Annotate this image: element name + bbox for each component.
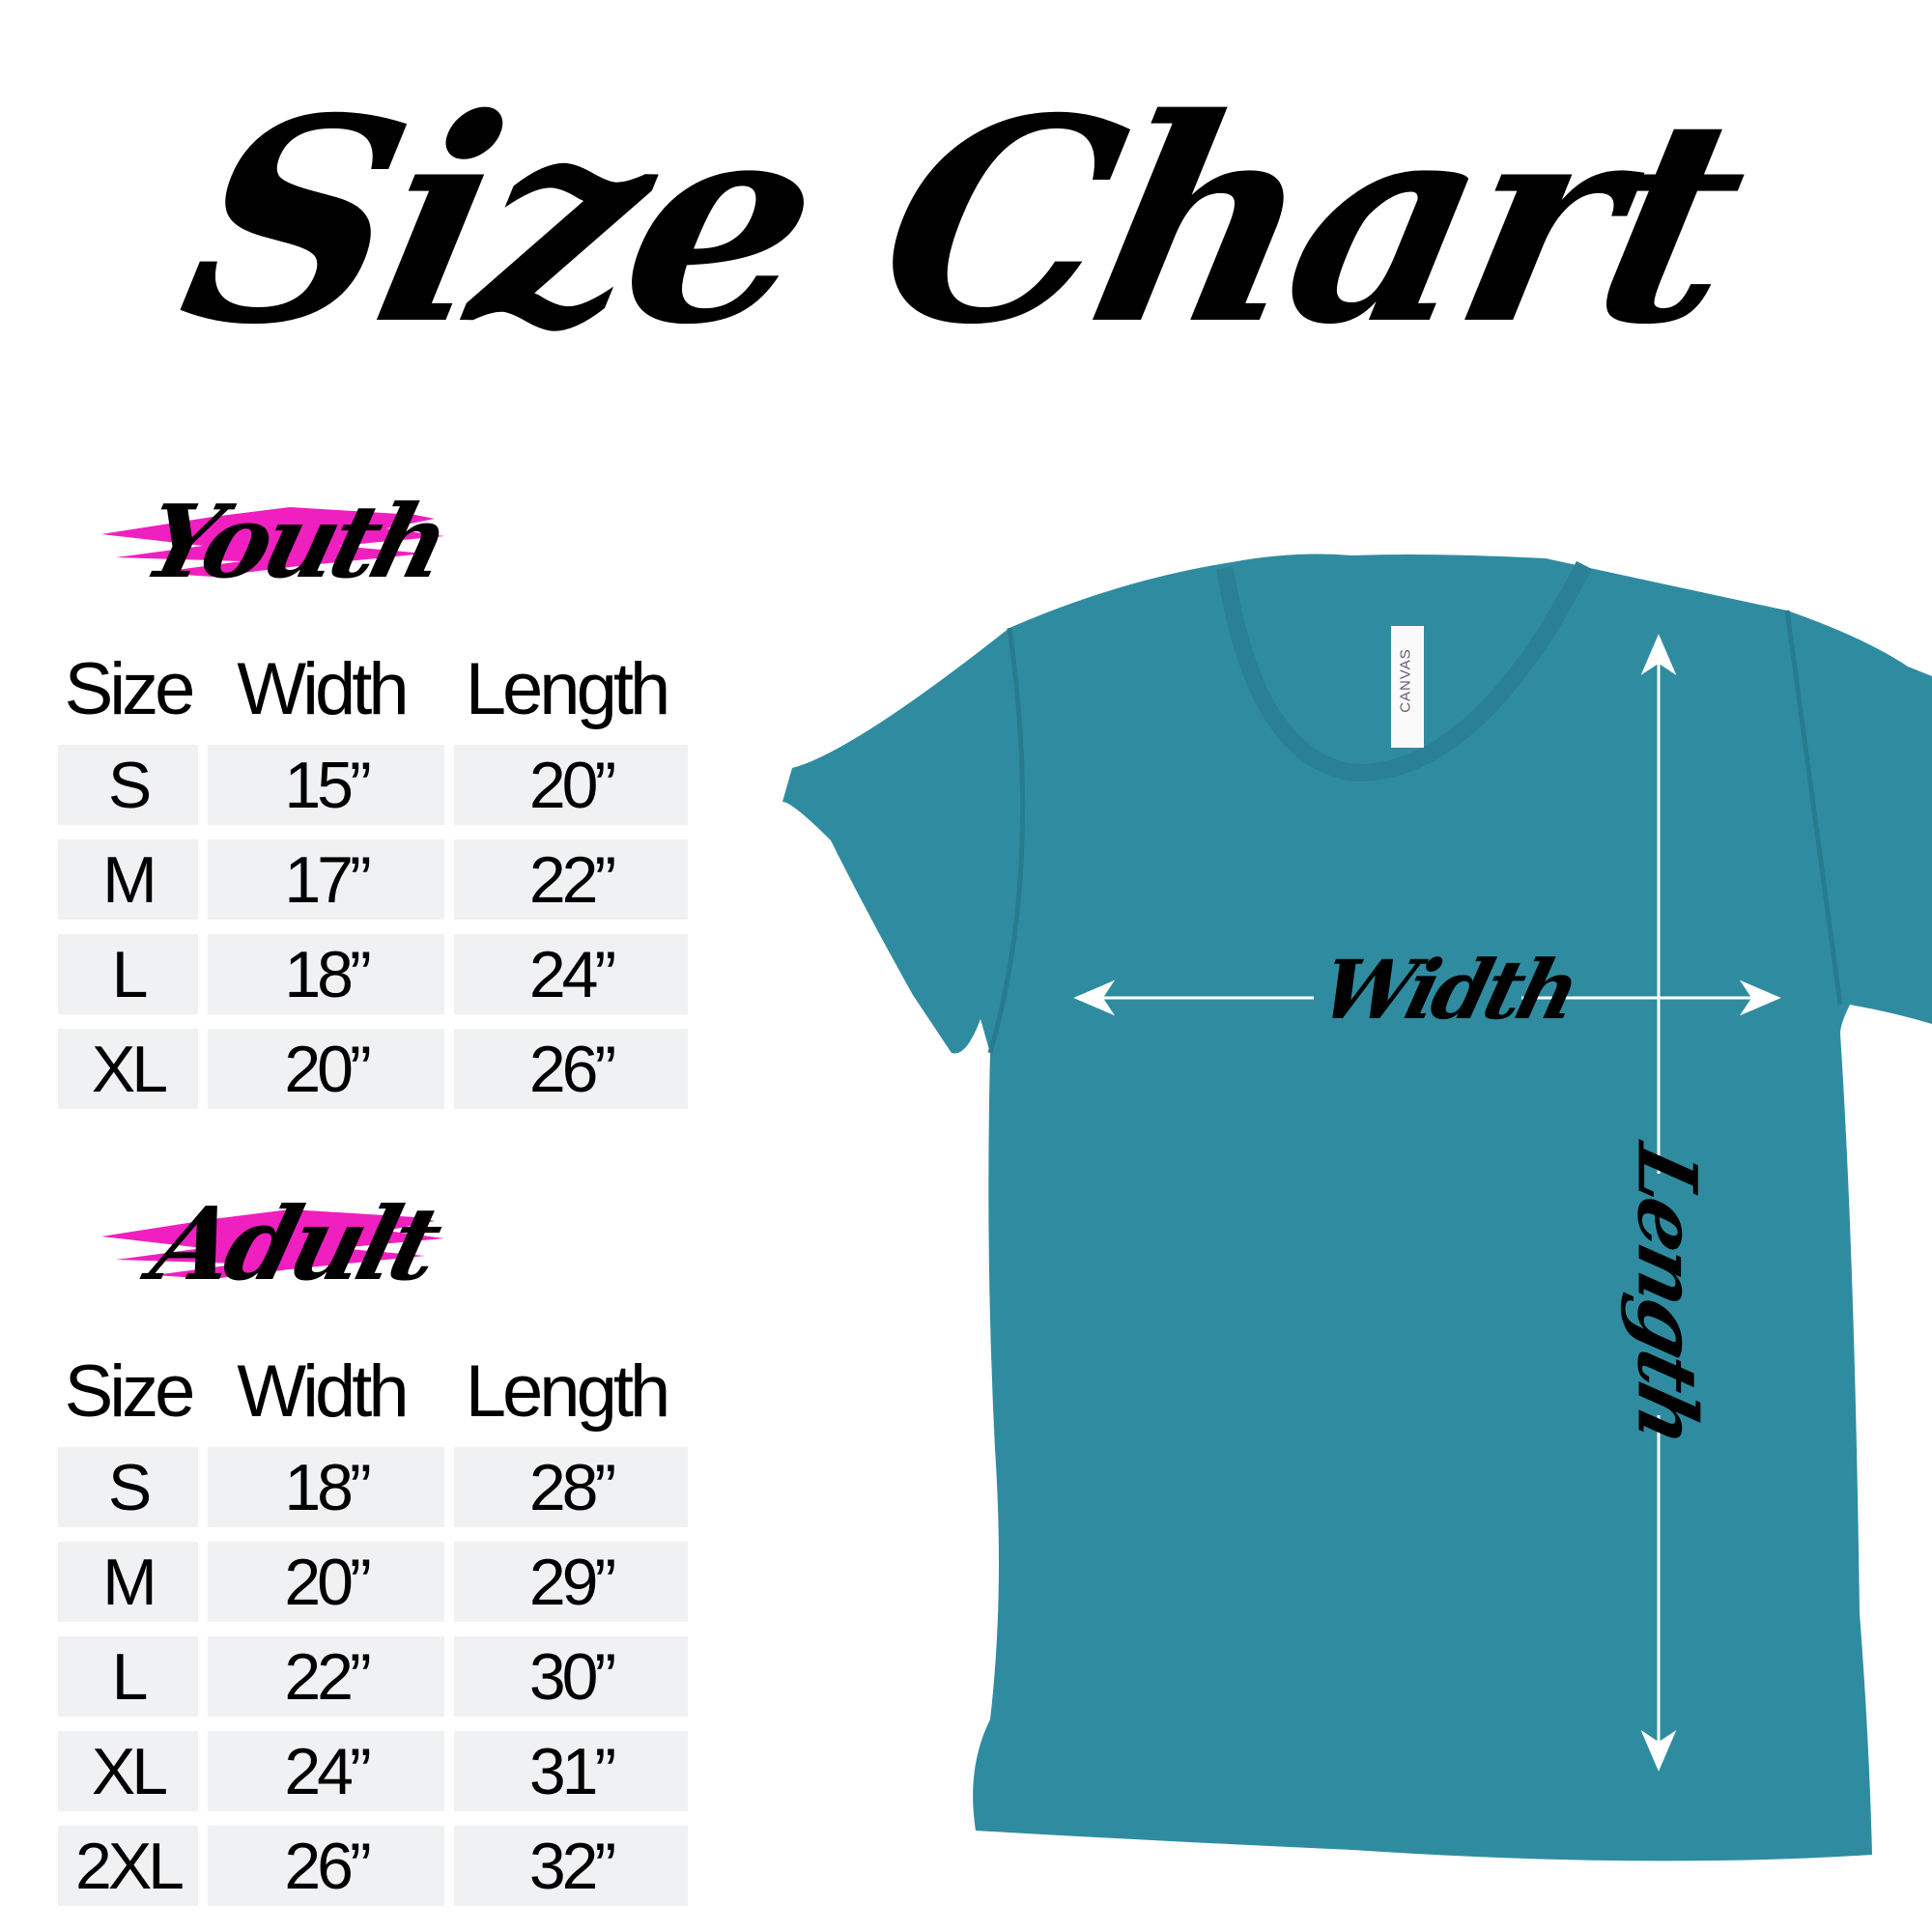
length-arrow xyxy=(1640,634,1677,1772)
tshirt-body xyxy=(782,554,1932,1861)
cell-size: XL xyxy=(58,1731,198,1811)
table-row: XL 20” 26” xyxy=(58,1029,688,1109)
table-row: S 15” 20” xyxy=(58,745,688,825)
header-size: Size xyxy=(64,648,196,730)
cell-width: 17” xyxy=(208,839,444,920)
cell-length: 24” xyxy=(454,934,688,1014)
cell-length: 22” xyxy=(454,839,688,920)
table-row: L 22” 30” xyxy=(58,1636,688,1717)
cell-length: 32” xyxy=(454,1826,688,1906)
length-label: Length xyxy=(1619,1136,1716,1452)
header-width: Width xyxy=(237,1350,409,1433)
cell-size: S xyxy=(58,1447,198,1527)
cell-size: 2XL xyxy=(58,1826,198,1906)
cell-length: 30” xyxy=(454,1636,688,1717)
cell-width: 18” xyxy=(208,1447,444,1527)
cell-width: 20” xyxy=(208,1029,444,1109)
adult-size-table: Size Width Length S 18” 28” M 20” 29” L 22” 30… xyxy=(58,1350,688,1906)
cell-width: 24” xyxy=(208,1731,444,1811)
cell-width: 22” xyxy=(208,1636,444,1717)
header-size: Size xyxy=(64,1350,196,1433)
cell-width: 26” xyxy=(208,1826,444,1906)
shirt-tag: CANVAS xyxy=(1391,626,1424,748)
youth-size-table: Size Width Length S 15” 20” M 17” 22” L 18” 24… xyxy=(58,647,688,1109)
table-row: XL 24” 31” xyxy=(58,1731,688,1811)
cell-width: 15” xyxy=(208,745,444,825)
table-header: Size Width Length xyxy=(58,1350,688,1433)
table-row: 2XL 26” 32” xyxy=(58,1826,688,1906)
table-row: L 18” 24” xyxy=(58,934,688,1014)
youth-heading: Youth xyxy=(97,478,456,604)
pink-brush-stroke xyxy=(101,507,444,577)
width-label: Width xyxy=(1311,942,1585,1037)
cell-size: M xyxy=(58,839,198,920)
sleeve-seam xyxy=(1784,610,1843,1006)
sleeve-seam xyxy=(987,627,1026,1054)
adult-heading: Adult xyxy=(97,1180,454,1306)
cell-width: 18” xyxy=(208,934,444,1014)
table-header: Size Width Length xyxy=(58,647,688,730)
cell-size: M xyxy=(58,1542,198,1622)
width-arrow xyxy=(1073,980,1781,1016)
cell-length: 31” xyxy=(454,1731,688,1811)
cell-width: 20” xyxy=(208,1542,444,1622)
pink-brush-stroke xyxy=(101,1209,444,1279)
header-length: Length xyxy=(465,1350,670,1433)
cell-size: S xyxy=(58,745,198,825)
cell-size: L xyxy=(58,934,198,1014)
collar xyxy=(1216,560,1593,782)
cell-size: XL xyxy=(58,1029,198,1109)
table-row: M 17” 22” xyxy=(58,839,688,920)
header-length: Length xyxy=(465,648,670,730)
header-width: Width xyxy=(237,648,409,730)
table-row: M 20” 29” xyxy=(58,1542,688,1622)
cell-length: 28” xyxy=(454,1447,688,1527)
table-row: S 18” 28” xyxy=(58,1447,688,1527)
cell-size: L xyxy=(58,1636,198,1717)
cell-length: 20” xyxy=(454,745,688,825)
cell-length: 29” xyxy=(454,1542,688,1622)
cell-length: 26” xyxy=(454,1029,688,1109)
